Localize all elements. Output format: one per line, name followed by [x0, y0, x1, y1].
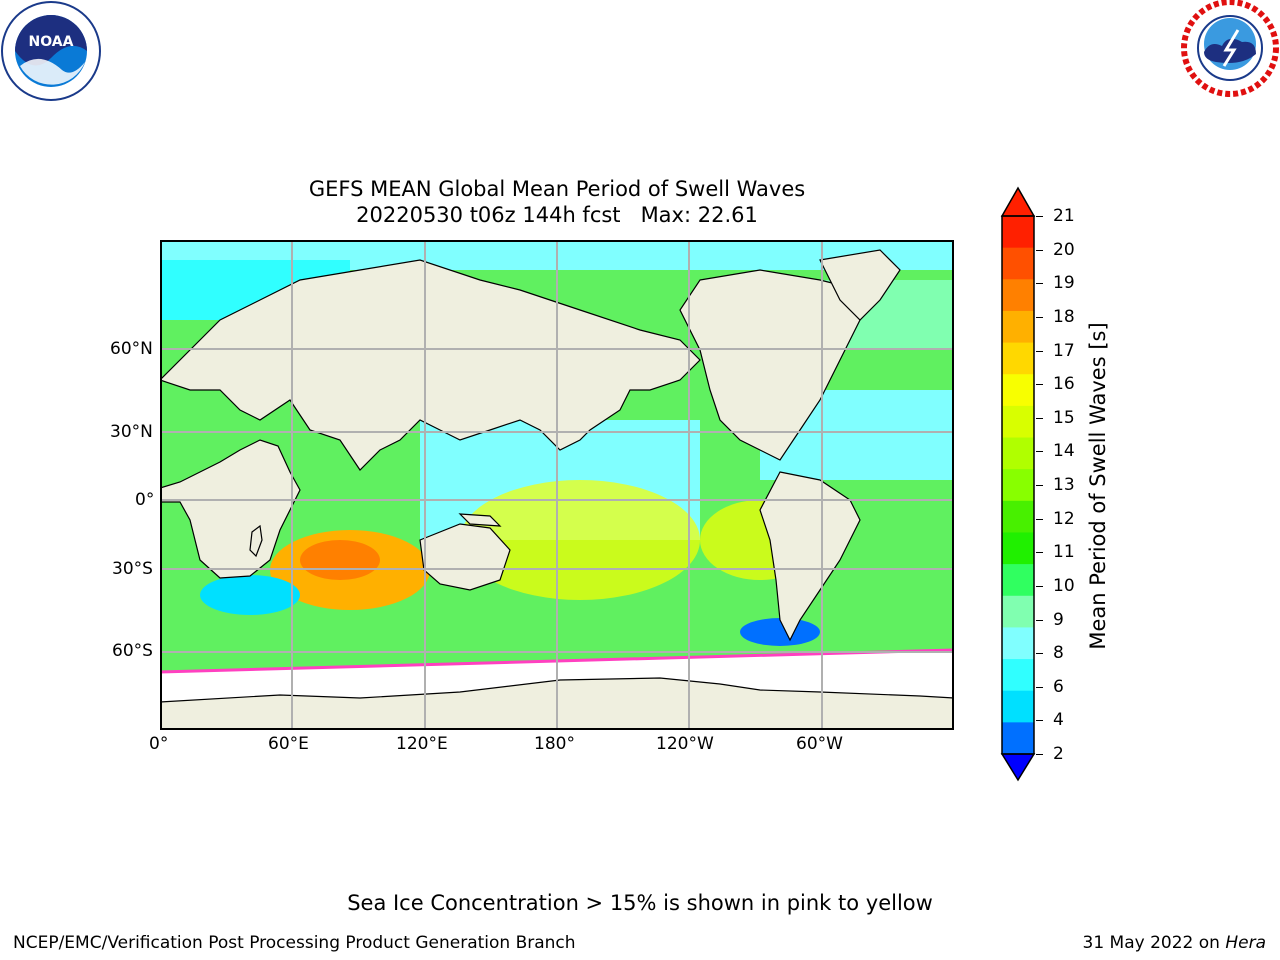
y-tick-4: 60°S [112, 641, 153, 661]
colorbar [1000, 186, 1036, 782]
colorbar-tick-mark [1036, 283, 1043, 285]
colorbar-tick-mark [1036, 552, 1043, 554]
colorbar-tick-mark [1036, 619, 1043, 621]
x-tick-0: 0° [149, 734, 169, 754]
colorbar-block [1002, 500, 1034, 533]
colorbar-tick-mark [1036, 216, 1043, 217]
colorbar-tick-mark [1036, 249, 1043, 251]
x-tick-4: 120°W [656, 734, 714, 754]
colorbar-tick-mark [1036, 720, 1043, 722]
colorbar-block [1002, 595, 1034, 628]
noaa-logo: NOAA [0, 0, 102, 102]
x-tick-1: 60°E [268, 734, 309, 754]
map-svg [158, 240, 955, 731]
colorbar-tick-label: 14 [1053, 441, 1075, 462]
graticule [160, 240, 954, 730]
colorbar-tick-mark [1036, 585, 1043, 587]
colorbar-block [1002, 722, 1034, 755]
colorbar-tick-label: 2 [1053, 744, 1064, 764]
colorbar-tick-label: 8 [1053, 643, 1064, 664]
colorbar-block [1002, 374, 1034, 407]
colorbar-tick-label: 4 [1053, 710, 1064, 731]
colorbar-tick-label: 17 [1053, 340, 1075, 361]
madagascar [249, 524, 263, 558]
colorbar-tick-mark [1036, 518, 1043, 520]
x-tick-3: 180° [534, 734, 575, 754]
colorbar-tick-label: 13 [1053, 475, 1075, 495]
colorbar-block [1002, 659, 1034, 692]
colorbar-block [1002, 627, 1034, 660]
footer-date-text: 31 May 2022 on [1082, 933, 1226, 953]
sea-ice-note: Sea Ice Concentration > 15% is shown in … [347, 891, 933, 915]
footer-machine: Hera [1225, 933, 1266, 953]
colorbar-tick-mark [1036, 754, 1043, 755]
colorbar-block [1002, 279, 1034, 312]
colorbar-blocks [1002, 216, 1034, 755]
colorbar-tick-label: 18 [1053, 306, 1075, 327]
colorbar-tick-label: 11 [1053, 542, 1075, 563]
footer-date: 31 May 2022 on Hera [1083, 932, 1267, 954]
colorbar-tick-mark [1036, 485, 1043, 486]
colorbar-block [1002, 564, 1034, 597]
map-subtitle: 20220530 t06z 144h fcst Max: 22.61 [356, 203, 758, 227]
colorbar-frame [1001, 215, 1035, 755]
period-field-drake-short [740, 618, 820, 646]
colorbar-block [1002, 532, 1034, 565]
greenland [819, 249, 901, 321]
colorbar-label: Mean Period of Swell Waves [s] [1086, 322, 1110, 650]
colorbar-tick-label: 9 [1053, 609, 1064, 630]
swell-period-map [158, 240, 955, 731]
x-tick-5: 60°W [796, 734, 843, 754]
colorbar-block [1002, 216, 1034, 249]
map-title: GEFS MEAN Global Mean Period of Swell Wa… [308, 177, 806, 201]
colorbar-tick-label: 15 [1053, 407, 1075, 428]
colorbar-tick-mark [1036, 316, 1043, 318]
colorbar-tick-mark [1036, 653, 1043, 655]
colorbar-tick-label: 20 [1053, 239, 1075, 260]
noaa-logo-text: NOAA [29, 34, 74, 50]
colorbar-tick-label: 10 [1053, 575, 1075, 596]
eurasia [158, 259, 701, 471]
colorbar-tick-label: 6 [1053, 676, 1064, 697]
period-field-south-atlantic-short [200, 575, 300, 615]
new-guinea [458, 513, 502, 527]
y-tick-0: 60°N [110, 339, 153, 359]
y-tick-1: 30°N [110, 422, 153, 442]
colorbar-block [1002, 247, 1034, 280]
colorbar-block [1002, 437, 1034, 470]
nws-logo [1180, 0, 1280, 100]
footer-branch: NCEP/EMC/Verification Post Processing Pr… [13, 933, 576, 953]
australia [419, 523, 511, 591]
colorbar-tick-mark [1036, 686, 1043, 688]
y-tick-3: 30°S [112, 559, 153, 579]
colorbar-tick-label: 19 [1053, 273, 1075, 294]
africa [159, 439, 301, 579]
colorbar-block [1002, 405, 1034, 439]
colorbar-tick-label: 21 [1053, 206, 1075, 226]
colorbar-block [1002, 469, 1034, 502]
colorbar-tick-label: 16 [1053, 374, 1075, 395]
colorbar-block [1002, 690, 1034, 723]
colorbar-block [1002, 310, 1034, 344]
colorbar-tick-mark [1036, 350, 1043, 352]
x-tick-2: 120°E [396, 734, 448, 754]
y-tick-2: 0° [135, 490, 155, 510]
colorbar-extend-max [1000, 186, 1036, 217]
map-frame [160, 240, 954, 730]
colorbar-tick-mark [1036, 417, 1043, 419]
colorbar-block [1002, 342, 1034, 375]
colorbar-tick-mark [1036, 451, 1043, 453]
period-field-indian-max [300, 540, 380, 580]
colorbar-tick-mark [1036, 384, 1043, 386]
colorbar-tick-label: 12 [1053, 508, 1075, 529]
colorbar-extend-min [1000, 753, 1036, 782]
